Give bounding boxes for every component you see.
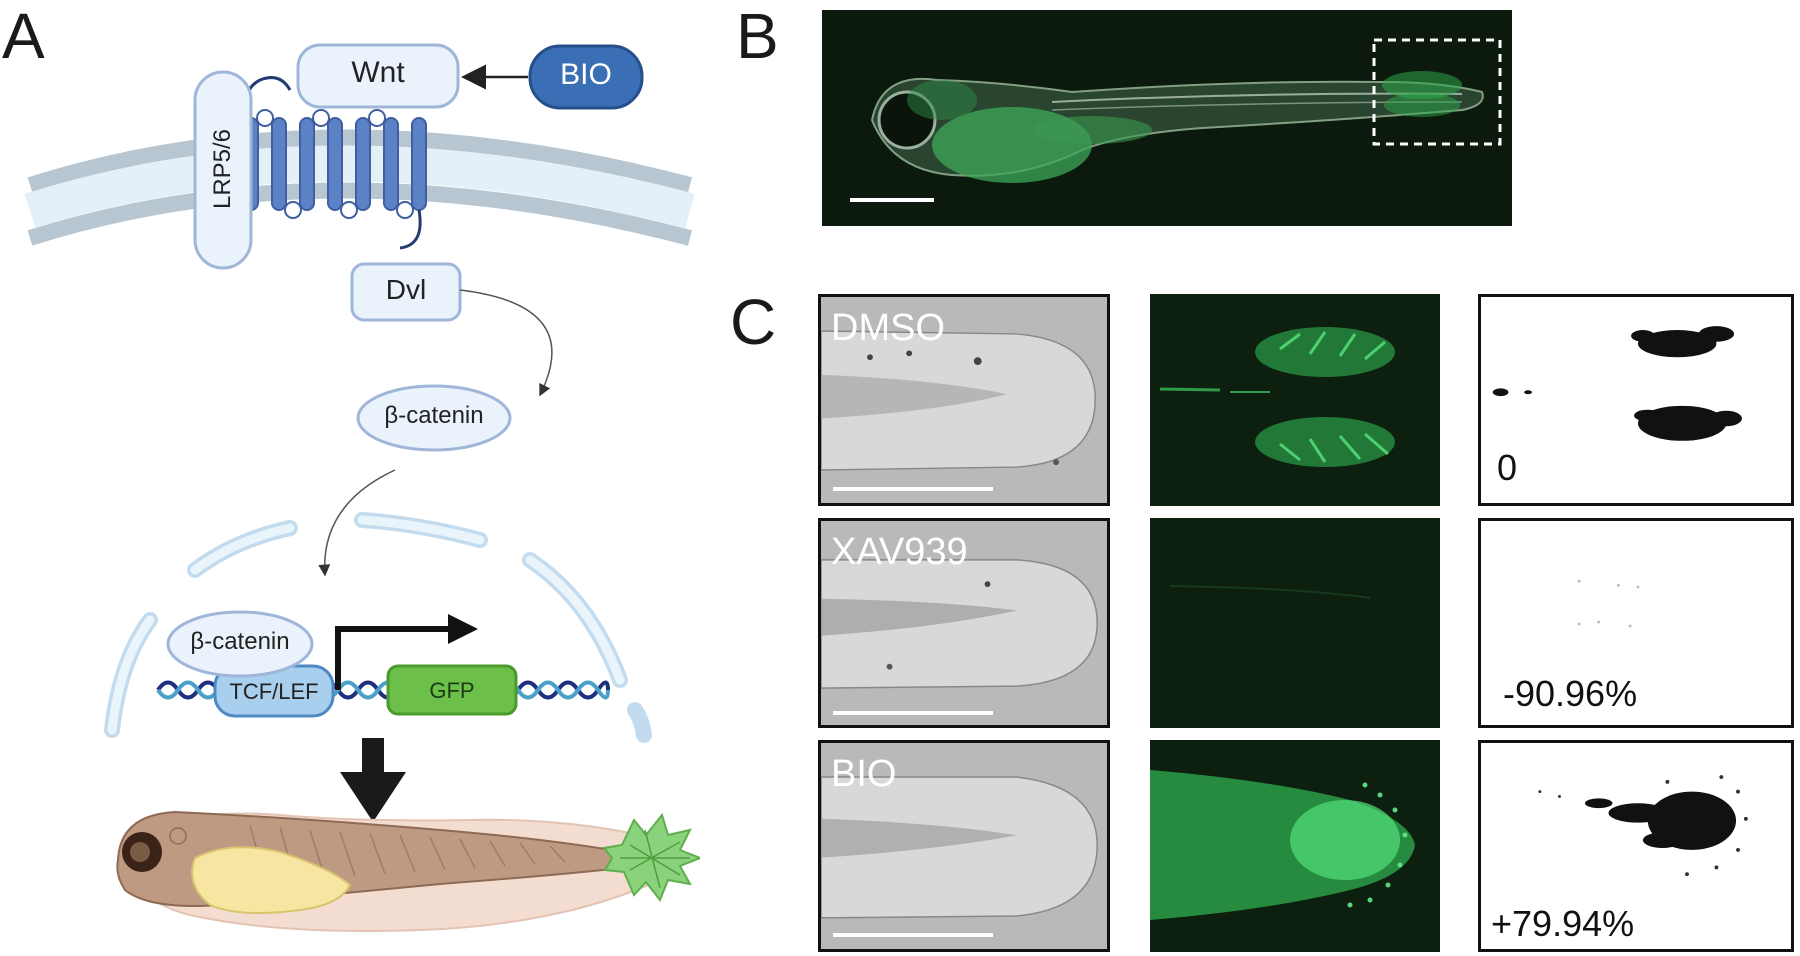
wnt-label: Wnt [351, 56, 405, 89]
scale-bar-dmso [833, 487, 993, 491]
condition-label-bio: BIO [831, 753, 897, 795]
threshold-bio: +79.94% [1478, 740, 1794, 952]
fluorescence-bio [1150, 740, 1440, 952]
condition-label-dmso: DMSO [831, 307, 945, 349]
transcription-arrow [335, 614, 478, 690]
cell-membrane [24, 129, 695, 246]
panel-letter-b: B [736, 0, 779, 72]
lrp-label: LRP5/6 [209, 128, 236, 210]
bcatenin-cytoplasm [356, 384, 512, 452]
panel-letter-c: C [730, 286, 777, 358]
zebrafish-larva-illustration [116, 810, 700, 932]
brightfield-bio: BIO [818, 740, 1110, 952]
condition-label-xav939: XAV939 [831, 531, 968, 573]
whole-larva-fluorescence-image [822, 10, 1512, 226]
dvl-to-bcatenin-arrow [459, 289, 553, 397]
bcatenin-nuclear [166, 610, 314, 678]
change-value-xav939: -90.96% [1503, 673, 1638, 714]
bio-compound [528, 44, 644, 110]
frizzled-receptor [243, 76, 427, 250]
scale-bar [850, 198, 934, 202]
threshold-xav939: -90.96% [1478, 518, 1794, 728]
whole-larva-svg [822, 10, 1512, 226]
fluorescence-xav939 [1150, 518, 1440, 728]
scale-bar-bio [833, 933, 993, 937]
lrp-coreceptor [193, 70, 253, 270]
bcatenin-to-nucleus-arrow [318, 469, 396, 577]
threshold-dmso: 0 [1478, 294, 1794, 506]
bcatenin-cyto-label: β-catenin [384, 402, 484, 429]
scale-bar-xav939 [833, 711, 993, 715]
pathway-diagram [24, 43, 700, 932]
brightfield-dmso: DMSO [818, 294, 1110, 506]
nuclear-envelope [104, 512, 652, 743]
tcf-label: TCF/LEF [229, 679, 319, 704]
gfp-label: GFP [429, 678, 475, 703]
change-value-bio: +79.94% [1491, 903, 1635, 944]
big-down-arrow [340, 738, 406, 822]
panel-letter-a: A [2, 0, 45, 72]
bcatenin-nuc-label: β-catenin [190, 628, 290, 655]
dvl-protein [350, 262, 462, 322]
bio-label: BIO [560, 58, 612, 91]
wnt-ligand [296, 43, 460, 109]
gfp-reporter [386, 664, 518, 716]
brightfield-xav939: XAV939 [818, 518, 1110, 728]
fluorescence-dmso [1150, 294, 1440, 506]
dvl-label: Dvl [385, 274, 427, 305]
change-value-dmso: 0 [1497, 447, 1518, 488]
